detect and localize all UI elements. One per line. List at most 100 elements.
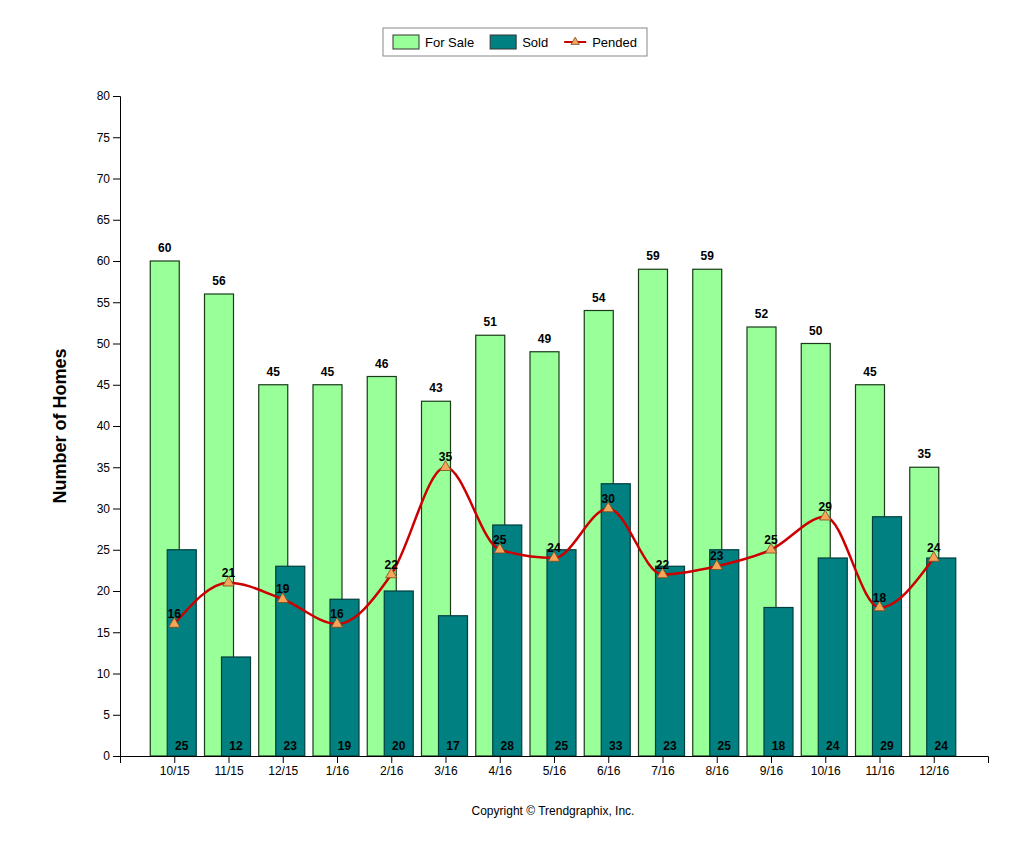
data-label: 12 [229, 739, 243, 753]
data-label: 22 [656, 558, 670, 572]
bar [764, 608, 793, 757]
tick: 40 [97, 419, 120, 433]
legend-box [383, 28, 647, 56]
tick: 3/16 [434, 756, 458, 778]
tick-mark [554, 756, 555, 763]
tick-mark [229, 756, 230, 763]
data-label: 22 [385, 558, 399, 572]
data-label: 18 [873, 591, 887, 605]
tick: 65 [97, 213, 120, 227]
tick: 20 [97, 584, 120, 598]
tick-label: 25 [97, 543, 111, 557]
bar [276, 566, 305, 756]
data-label: 25 [175, 739, 189, 753]
tick-label: 0 [103, 749, 110, 763]
line-series [169, 461, 940, 628]
tick-label: 12/15 [268, 764, 298, 778]
tick: 5/16 [543, 756, 567, 778]
tick-label: 8/16 [706, 764, 730, 778]
legend-item: For Sale [393, 35, 474, 50]
data-label: 33 [609, 739, 623, 753]
bar [927, 558, 956, 756]
data-label: 24 [927, 541, 941, 555]
bar [167, 550, 196, 756]
tick-mark [113, 137, 120, 138]
tick: 11/16 [865, 756, 894, 778]
tick-mark [337, 756, 338, 763]
tick-label: 40 [97, 419, 111, 433]
tick-mark [717, 756, 718, 763]
tick: 9/16 [760, 756, 784, 778]
data-label: 54 [592, 291, 606, 305]
data-label: 35 [439, 450, 453, 464]
data-label: 23 [710, 549, 724, 563]
chart: 6056454546435149545959525045352512231920… [0, 0, 1024, 853]
data-label: 17 [446, 739, 460, 753]
legend-label: Sold [522, 35, 548, 50]
data-label: 46 [375, 357, 389, 371]
data-label: 25 [718, 739, 732, 753]
tick-label: 11/16 [865, 764, 894, 778]
data-label: 23 [663, 739, 677, 753]
tick: 45 [97, 378, 120, 392]
tick-mark [608, 756, 609, 763]
x-axis: 10/1511/1512/151/162/163/164/165/166/167… [121, 756, 989, 778]
tick-mark [113, 632, 120, 633]
tick-mark [174, 756, 175, 763]
data-label: 25 [493, 533, 507, 547]
tick-mark [934, 756, 935, 763]
tick: 35 [97, 461, 120, 475]
bar [384, 591, 413, 756]
tick-mark [113, 715, 120, 716]
data-label: 35 [918, 447, 932, 461]
tick-label: 75 [97, 131, 111, 145]
tick-label: 5 [103, 708, 110, 722]
tick-mark [113, 261, 120, 262]
tick: 80 [97, 89, 120, 103]
tick-label: 15 [97, 626, 111, 640]
bar [873, 517, 902, 756]
tick-label: 80 [97, 89, 111, 103]
tick-label: 60 [97, 254, 111, 268]
legend-item: Pended [564, 35, 637, 50]
data-label: 60 [158, 241, 172, 255]
data-label: 29 [819, 500, 833, 514]
data-label: 49 [538, 332, 552, 346]
legend-label: For Sale [425, 35, 474, 50]
data-label: 24 [826, 739, 840, 753]
tick-label: 1/16 [326, 764, 350, 778]
tick: 4/16 [489, 756, 513, 778]
data-label: 43 [429, 381, 443, 395]
data-label: 30 [602, 492, 616, 506]
legend-swatch [490, 35, 516, 49]
bar-series [167, 484, 956, 756]
data-label: 21 [222, 566, 236, 580]
plot-area [150, 261, 956, 756]
data-label: 29 [880, 739, 894, 753]
data-labels: 6056454546435149545959525045352512231920… [158, 241, 948, 753]
tick: 55 [97, 296, 120, 310]
tick: 2/16 [380, 756, 404, 778]
legend: For Sale Sold Pended [383, 28, 647, 56]
tick-label: 2/16 [380, 764, 404, 778]
tick: 11/15 [214, 756, 243, 778]
tick-mark [663, 756, 664, 763]
tick-mark [880, 756, 881, 763]
tick-label: 70 [97, 172, 111, 186]
tick: 5 [103, 708, 120, 722]
tick-mark [113, 467, 120, 468]
data-label: 59 [646, 249, 660, 263]
legend-label: Pended [592, 35, 637, 50]
tick-mark [113, 179, 120, 180]
axis-line [121, 757, 989, 764]
bar [547, 550, 576, 756]
tick-label: 10 [97, 667, 111, 681]
tick-mark [113, 426, 120, 427]
tick-label: 3/16 [434, 764, 458, 778]
tick: 60 [97, 254, 120, 268]
data-label: 51 [484, 315, 498, 329]
bar [493, 525, 522, 756]
tick: 75 [97, 131, 120, 145]
tick-label: 20 [97, 584, 111, 598]
bar-series [150, 261, 939, 756]
